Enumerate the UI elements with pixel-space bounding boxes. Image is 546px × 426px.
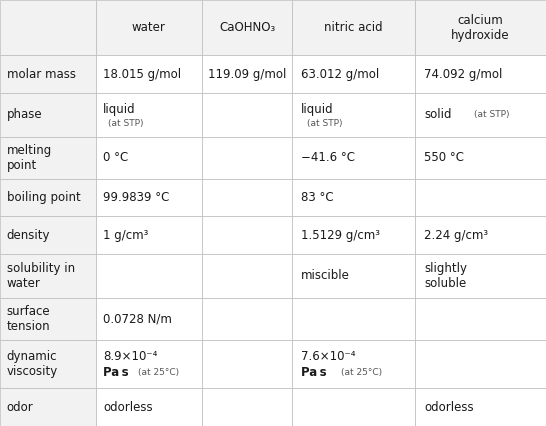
Text: (at STP): (at STP) [474, 110, 509, 119]
Bar [202, 340, 292, 389]
Text: 0.0728 N/m: 0.0728 N/m [103, 313, 172, 325]
Bar [0, 55, 96, 93]
Bar [202, 0, 292, 55]
Bar [96, 254, 202, 298]
Bar [0, 340, 96, 389]
Text: (at STP): (at STP) [307, 119, 342, 128]
Bar [0, 389, 96, 426]
Text: Pa s: Pa s [301, 366, 327, 380]
Bar [96, 340, 202, 389]
Text: 63.012 g/mol: 63.012 g/mol [301, 68, 379, 81]
Text: liquid: liquid [103, 103, 135, 116]
Bar [0, 254, 96, 298]
Bar [96, 0, 202, 55]
Bar [415, 254, 546, 298]
Bar [96, 93, 202, 137]
Text: solid: solid [424, 109, 452, 121]
Text: 74.092 g/mol: 74.092 g/mol [424, 68, 502, 81]
Text: solubility in
water: solubility in water [7, 262, 75, 290]
Text: water: water [132, 21, 166, 34]
Text: nitric acid: nitric acid [324, 21, 383, 34]
Text: −41.6 °C: −41.6 °C [301, 152, 355, 164]
Bar [202, 254, 292, 298]
Bar [202, 93, 292, 137]
Bar [202, 137, 292, 179]
Bar [415, 137, 546, 179]
Text: (at STP): (at STP) [108, 119, 144, 128]
Bar [0, 179, 96, 216]
Bar [0, 298, 96, 340]
Bar [202, 216, 292, 254]
Text: calcium
hydroxide: calcium hydroxide [451, 14, 510, 42]
Bar [415, 389, 546, 426]
Bar [0, 216, 96, 254]
Bar [415, 298, 546, 340]
Bar [96, 55, 202, 93]
Text: odor: odor [7, 401, 33, 414]
Text: 8.9×10⁻⁴: 8.9×10⁻⁴ [103, 351, 157, 363]
Text: Pa s: Pa s [103, 366, 129, 380]
Text: dynamic
viscosity: dynamic viscosity [7, 350, 58, 378]
Bar [292, 389, 415, 426]
Bar [415, 216, 546, 254]
Text: density: density [7, 229, 50, 242]
Bar [202, 389, 292, 426]
Text: liquid: liquid [301, 103, 334, 116]
Bar [292, 254, 415, 298]
Bar [202, 298, 292, 340]
Text: 83 °C: 83 °C [301, 191, 334, 204]
Bar [292, 179, 415, 216]
Bar [292, 298, 415, 340]
Text: 119.09 g/mol: 119.09 g/mol [209, 68, 287, 81]
Text: 7.6×10⁻⁴: 7.6×10⁻⁴ [301, 351, 355, 363]
Bar [292, 216, 415, 254]
Bar [415, 55, 546, 93]
Bar [292, 0, 415, 55]
Text: surface
tension: surface tension [7, 305, 50, 333]
Text: miscible: miscible [301, 270, 349, 282]
Bar [96, 298, 202, 340]
Bar [96, 216, 202, 254]
Bar [0, 93, 96, 137]
Bar [292, 340, 415, 389]
Text: melting
point: melting point [7, 144, 52, 172]
Text: 0 °C: 0 °C [103, 152, 128, 164]
Bar [292, 55, 415, 93]
Bar [202, 179, 292, 216]
Text: boiling point: boiling point [7, 191, 80, 204]
Bar [415, 93, 546, 137]
Text: (at 25°C): (at 25°C) [341, 368, 382, 377]
Bar [415, 340, 546, 389]
Text: CaOHNO₃: CaOHNO₃ [219, 21, 275, 34]
Bar [292, 93, 415, 137]
Text: 99.9839 °C: 99.9839 °C [103, 191, 169, 204]
Bar [415, 0, 546, 55]
Text: 2.24 g/cm³: 2.24 g/cm³ [424, 229, 488, 242]
Bar [0, 137, 96, 179]
Text: 18.015 g/mol: 18.015 g/mol [103, 68, 181, 81]
Bar [0, 0, 96, 55]
Text: 1.5129 g/cm³: 1.5129 g/cm³ [301, 229, 379, 242]
Bar [96, 137, 202, 179]
Bar [96, 179, 202, 216]
Text: molar mass: molar mass [7, 68, 76, 81]
Text: (at 25°C): (at 25°C) [138, 368, 179, 377]
Bar [292, 137, 415, 179]
Text: odorless: odorless [103, 401, 153, 414]
Text: slightly
soluble: slightly soluble [424, 262, 467, 290]
Text: odorless: odorless [424, 401, 474, 414]
Bar [202, 55, 292, 93]
Text: 550 °C: 550 °C [424, 152, 464, 164]
Text: phase: phase [7, 109, 42, 121]
Text: 1 g/cm³: 1 g/cm³ [103, 229, 149, 242]
Bar [96, 389, 202, 426]
Bar [415, 179, 546, 216]
